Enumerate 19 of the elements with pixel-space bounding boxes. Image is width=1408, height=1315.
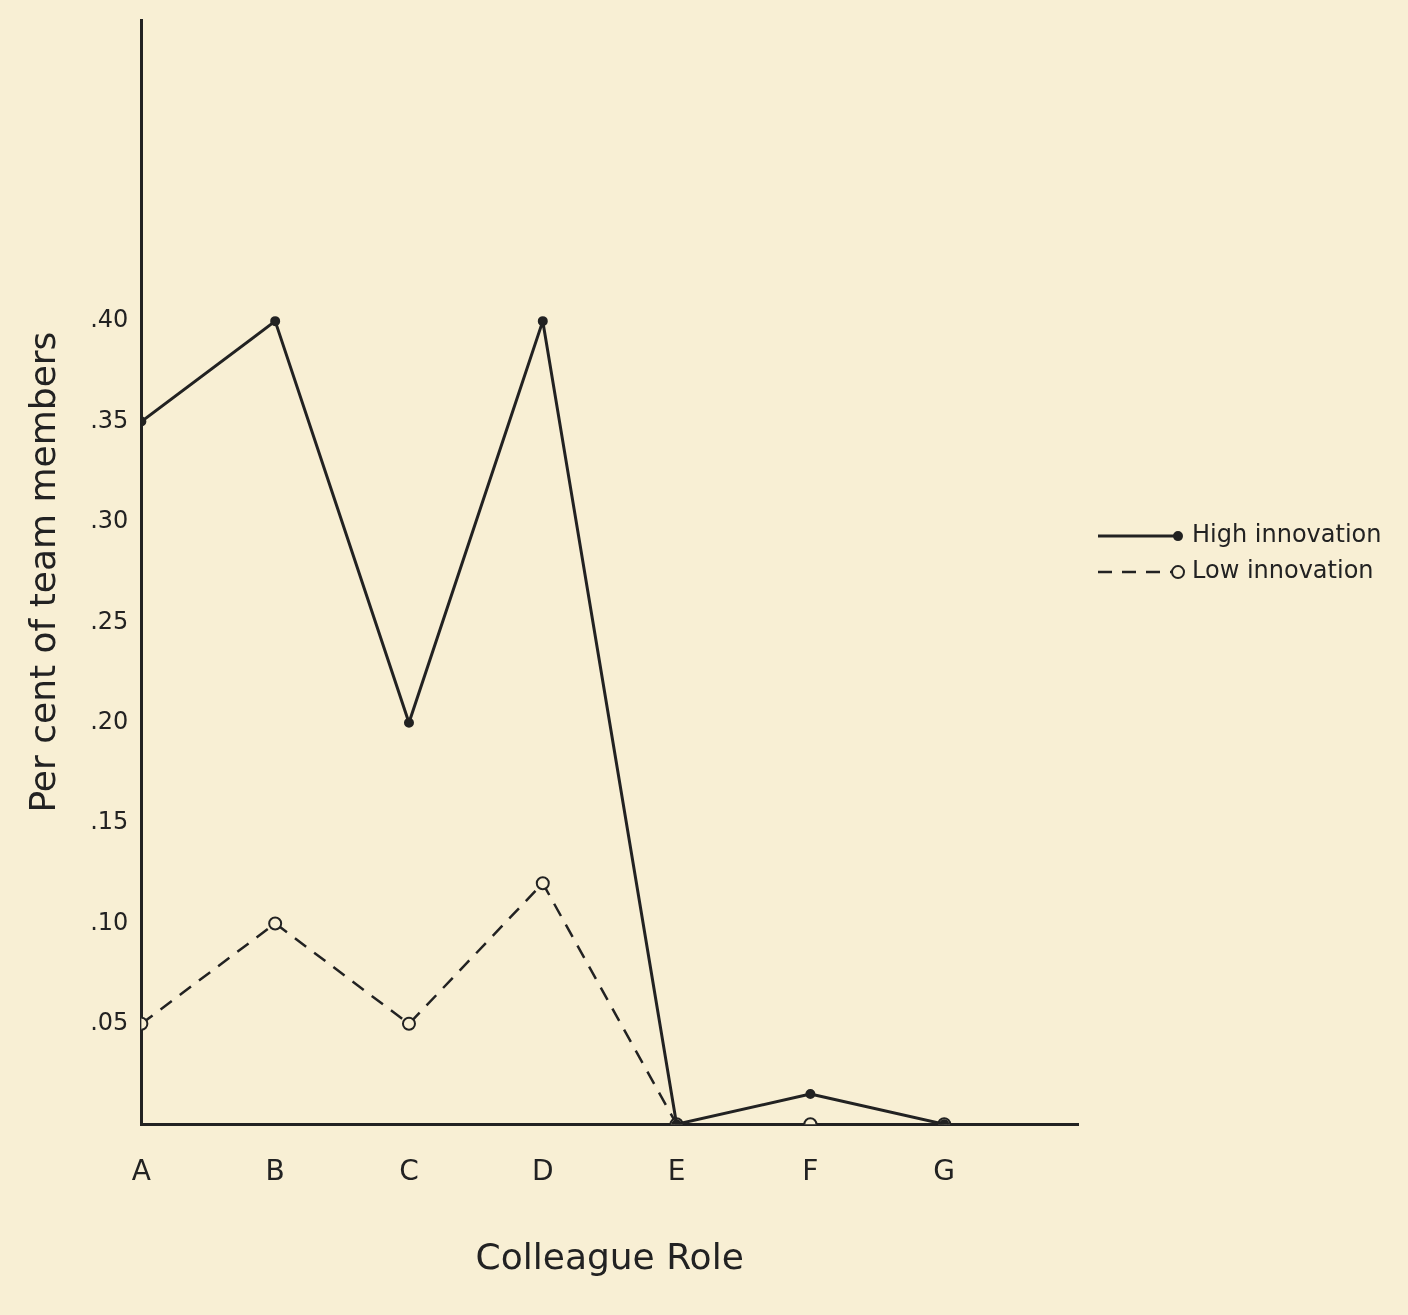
x-axis-title: Colleague Role [475,1235,744,1277]
legend-label: High innovation [1192,520,1382,549]
y-tick-label: .30 [90,506,129,535]
x-tick-label: G [933,1154,956,1188]
y-tick-label: .20 [90,706,129,735]
x-tick-label: F [802,1154,819,1188]
y-tick-label: .35 [90,405,129,434]
y-tick-label: .05 [90,1008,129,1037]
y-tick-label: .10 [90,907,129,936]
y-tick-label: .15 [90,807,129,836]
y-axis-title: Per cent of team members [21,331,63,813]
legend-label: Low innovation [1192,556,1374,585]
x-tick-label: B [265,1154,285,1188]
x-tick-label: A [131,1154,151,1188]
y-tick-label: .25 [90,606,129,635]
x-tick-label: E [667,1154,686,1188]
x-tick-label: C [399,1154,419,1188]
x-tick-label: D [532,1154,554,1188]
y-tick-label: .40 [90,305,129,334]
